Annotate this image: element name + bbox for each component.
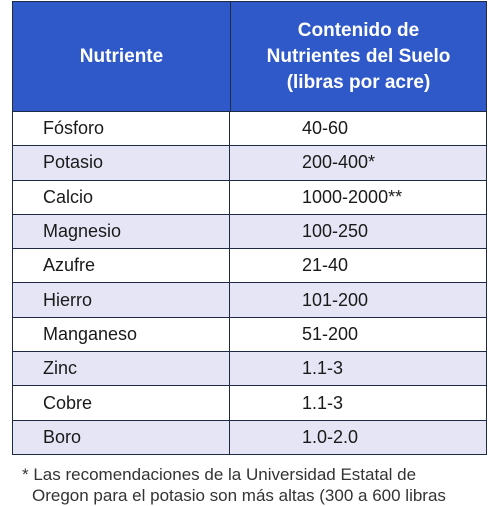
table-row: Hierro 101-200 [13,282,486,317]
table-row: Cobre 1.1-3 [13,385,486,420]
table-row: Fósforo 40-60 [13,111,486,146]
footnote-line: Oregon para el potasio son más altas (30… [32,486,446,505]
table-cell: 101-200 [302,289,369,310]
table-cell: 21-40 [302,255,349,276]
header-line: (libras por acre) [286,71,431,93]
table-cell: Potasio [13,146,230,180]
table-cell: Zinc [13,352,230,386]
table-cell: 1.1-3 [302,358,344,379]
table-row: Boro 1.0-2.0 [13,419,486,454]
table-cell: Azufre [13,249,230,283]
header-line: Nutrientes del Suelo [266,45,451,67]
table-row: Zinc 1.1-3 [13,351,486,386]
table-cell: 200-400* [302,152,376,173]
table-cell: 100-250 [302,221,369,242]
table-cell: Manganeso [13,317,230,352]
table-row: Azufre 21-40 [13,248,486,283]
table-row: Calcio 1000-2000** [13,179,486,214]
table-cell: 1.1-3 [302,392,344,413]
nutrient-table: Nutriente Contenido de Nutrientes del Su… [12,1,487,455]
header-cell: Nutriente [13,2,231,111]
table-row: Potasio 200-400* [13,145,486,180]
table-cell: Cobre [13,386,230,420]
table-row: Manganeso 51-200 [13,316,486,352]
table-cell: Calcio [13,180,230,214]
table-header: Nutriente Contenido de Nutrientes del Su… [13,2,486,111]
header-cell: Contenido de Nutrientes del Suelo (libra… [231,2,486,111]
table-cell: Magnesio [13,214,230,249]
table-cell: 40-60 [302,118,349,139]
table-cell: 1000-2000** [302,186,403,207]
table-row: Magnesio 100-250 [13,213,486,249]
table-cell: Boro [13,420,230,454]
footnote-line: * Las recomendaciones de la Universidad … [22,465,417,484]
table-cell: 1.0-2.0 [302,426,359,447]
table-cell: Fósforo [13,112,230,146]
table-cell: Hierro [13,283,230,317]
table-cell: 51-200 [302,323,359,344]
header-line: Contenido de [297,19,420,41]
